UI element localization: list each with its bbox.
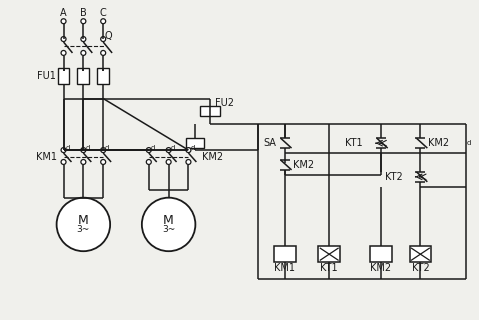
Text: KM2: KM2 — [428, 138, 449, 148]
Bar — [319, 246, 340, 262]
Circle shape — [61, 36, 66, 42]
Bar — [97, 68, 109, 84]
Text: A: A — [60, 8, 67, 18]
Bar — [410, 246, 431, 262]
Text: M: M — [163, 214, 174, 227]
Text: d: d — [171, 145, 175, 151]
Circle shape — [61, 19, 66, 24]
Bar — [186, 138, 205, 148]
Circle shape — [81, 148, 86, 153]
Text: C: C — [100, 8, 106, 18]
Circle shape — [101, 51, 106, 55]
Text: d: d — [65, 145, 69, 151]
Circle shape — [61, 148, 66, 153]
Text: KM2: KM2 — [370, 263, 391, 273]
Circle shape — [101, 36, 106, 42]
Circle shape — [81, 159, 86, 164]
Circle shape — [101, 148, 106, 153]
Bar — [274, 246, 296, 262]
Circle shape — [61, 51, 66, 55]
Circle shape — [101, 19, 106, 24]
Text: d: d — [105, 145, 109, 151]
Circle shape — [166, 159, 171, 164]
Circle shape — [61, 159, 66, 164]
Circle shape — [57, 198, 110, 251]
Bar — [57, 68, 69, 84]
Circle shape — [81, 36, 86, 42]
Text: KT2: KT2 — [411, 263, 429, 273]
Bar — [370, 246, 392, 262]
Bar — [200, 107, 220, 116]
Text: M: M — [78, 214, 89, 227]
Text: KM1: KM1 — [274, 263, 295, 273]
Text: FU1: FU1 — [37, 71, 56, 81]
Text: FU2: FU2 — [215, 98, 234, 108]
Text: KM1: KM1 — [36, 152, 57, 162]
Text: Q: Q — [104, 31, 112, 41]
Circle shape — [142, 198, 195, 251]
Circle shape — [186, 148, 191, 153]
Text: KM2: KM2 — [293, 160, 314, 170]
Circle shape — [81, 19, 86, 24]
Text: KT2: KT2 — [385, 172, 402, 182]
Text: d: d — [190, 145, 194, 151]
Text: KT1: KT1 — [345, 138, 363, 148]
Text: d: d — [467, 140, 471, 146]
Text: KT1: KT1 — [320, 263, 338, 273]
Bar — [78, 68, 89, 84]
Circle shape — [146, 159, 151, 164]
Circle shape — [186, 159, 191, 164]
Circle shape — [146, 148, 151, 153]
Text: B: B — [80, 8, 87, 18]
Circle shape — [101, 159, 106, 164]
Text: d: d — [85, 145, 90, 151]
Text: KM2: KM2 — [202, 152, 223, 162]
Text: 3~: 3~ — [77, 225, 90, 234]
Circle shape — [166, 148, 171, 153]
Text: 3~: 3~ — [162, 225, 175, 234]
Circle shape — [81, 51, 86, 55]
Text: d: d — [150, 145, 155, 151]
Text: SA: SA — [264, 138, 277, 148]
